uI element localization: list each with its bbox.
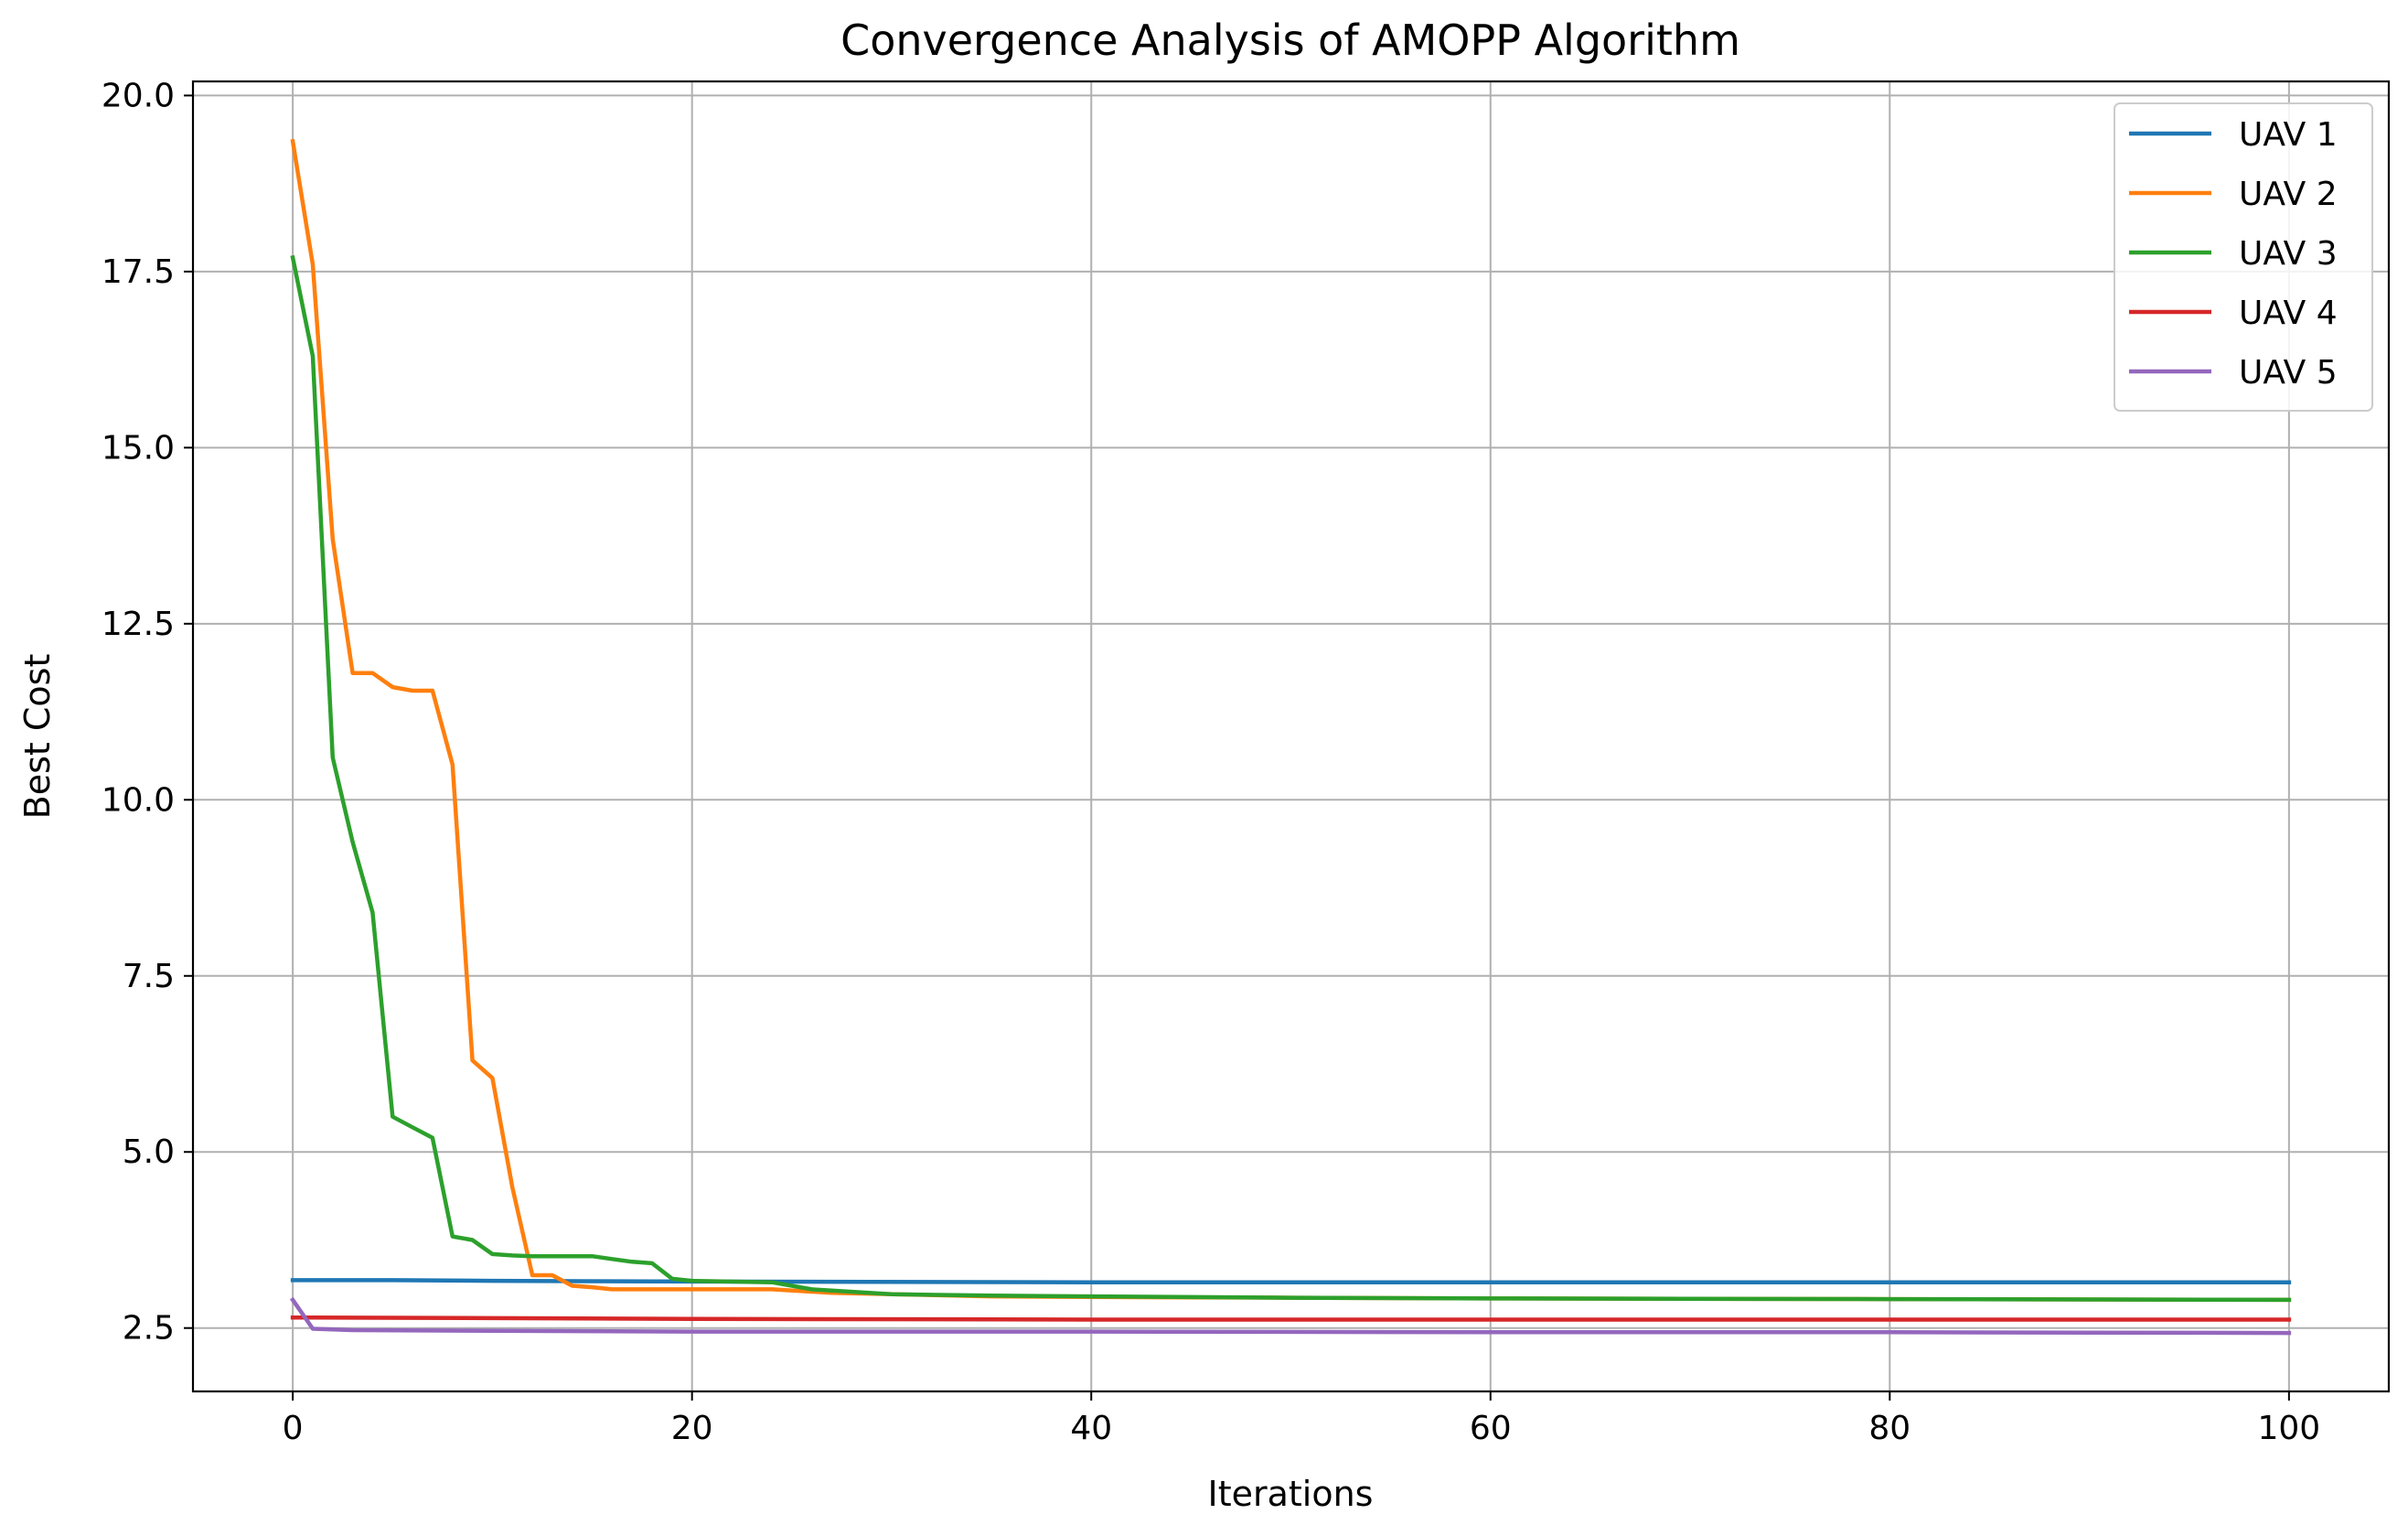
y-tick-label: 17.5 bbox=[102, 253, 175, 291]
chart-title: Convergence Analysis of AMOPP Algorithm bbox=[840, 16, 1740, 65]
x-tick-label: 0 bbox=[283, 1410, 304, 1447]
legend-label-uav-5: UAV 5 bbox=[2239, 354, 2338, 392]
y-tick-label: 20.0 bbox=[102, 77, 175, 114]
x-tick-label: 60 bbox=[1470, 1410, 1512, 1447]
y-axis-title: Best Cost bbox=[17, 654, 58, 820]
grid-layer bbox=[193, 81, 2389, 1391]
series-line-uav-4 bbox=[290, 1315, 2292, 1322]
y-tick-label: 2.5 bbox=[123, 1310, 175, 1348]
series-line-uav-1 bbox=[290, 1278, 2292, 1284]
series-line-uav-5 bbox=[289, 1296, 2292, 1336]
plot-frame bbox=[191, 80, 2391, 1393]
x-tick-label: 100 bbox=[2258, 1410, 2321, 1447]
x-tick-label: 40 bbox=[1070, 1410, 1112, 1447]
y-tick-label: 10.0 bbox=[102, 781, 175, 819]
series-layer bbox=[289, 138, 2292, 1336]
legend: UAV 1 UAV 2 UAV 3 UAV 4 UAV 5 bbox=[2114, 102, 2373, 412]
x-tick-label: 20 bbox=[671, 1410, 713, 1447]
y-tick-label: 5.0 bbox=[123, 1133, 175, 1171]
y-tick-label: 12.5 bbox=[102, 606, 175, 643]
x-axis-title: Iterations bbox=[1208, 1474, 1374, 1509]
legend-label-uav-4: UAV 4 bbox=[2239, 295, 2338, 332]
series-line-uav-2 bbox=[290, 138, 2292, 1303]
legend-label-uav-1: UAV 1 bbox=[2239, 116, 2338, 154]
x-tick-label: 80 bbox=[1868, 1410, 1910, 1447]
y-tick-label: 7.5 bbox=[123, 958, 175, 995]
legend-box bbox=[2114, 102, 2373, 412]
series-line-uav-3 bbox=[290, 254, 2292, 1303]
tick-layer: 0 20 40 60 80 100 2.5 5.0 7.5 10.0 12.5 15.0 17.5 20.… bbox=[102, 77, 2320, 1447]
legend-label-uav-2: UAV 2 bbox=[2239, 176, 2338, 213]
y-tick-label: 15.0 bbox=[102, 429, 175, 467]
legend-label-uav-3: UAV 3 bbox=[2239, 235, 2338, 273]
